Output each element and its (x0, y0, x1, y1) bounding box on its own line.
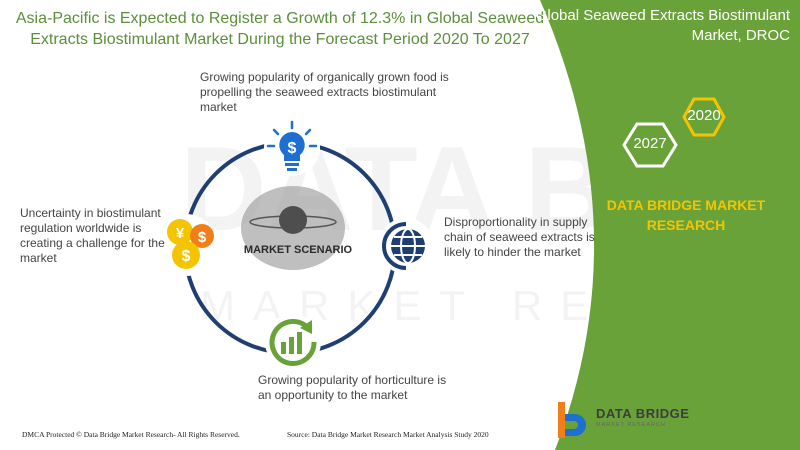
growth-chart-icon (265, 314, 321, 370)
footer-dmca: DMCA Protected © Data Bridge Market Rese… (22, 430, 240, 439)
brand-name: DATA BRIDGE MARKET RESEARCH (606, 197, 766, 233)
center-label: MARKET SCENARIO (243, 244, 353, 256)
footer-source: Source: Data Bridge Market Research Mark… (287, 430, 489, 439)
lightbulb-dollar-icon: $ (264, 120, 320, 176)
restraint-text: Disproportionality in supply chain of se… (444, 215, 595, 259)
hexagon-year-start: 2020 (687, 107, 721, 124)
svg-text:$: $ (182, 248, 191, 265)
svg-text:¥: ¥ (176, 225, 185, 242)
challenge-text: Uncertainty in biostimulant regulation w… (20, 206, 165, 265)
coins-icon: ¥ $ $ (155, 214, 217, 276)
svg-text:$: $ (198, 229, 207, 246)
side-title: Global Seaweed Extracts Biostimulant Mar… (535, 7, 790, 44)
hexagon-year-end: 2027 (633, 135, 667, 152)
opportunity-text: Growing popularity of horticulture is an… (258, 373, 447, 402)
globe-icon (378, 218, 434, 274)
logo-mark (558, 402, 586, 438)
logo-subtext: MARKET RESEARCH (596, 422, 666, 428)
page-title: Asia-Pacific is Expected to Register a G… (15, 10, 545, 48)
svg-text:$: $ (288, 140, 297, 157)
logo-text: DATA BRIDGE (596, 406, 690, 421)
driver-text: Growing popularity of organically grown … (200, 70, 449, 114)
